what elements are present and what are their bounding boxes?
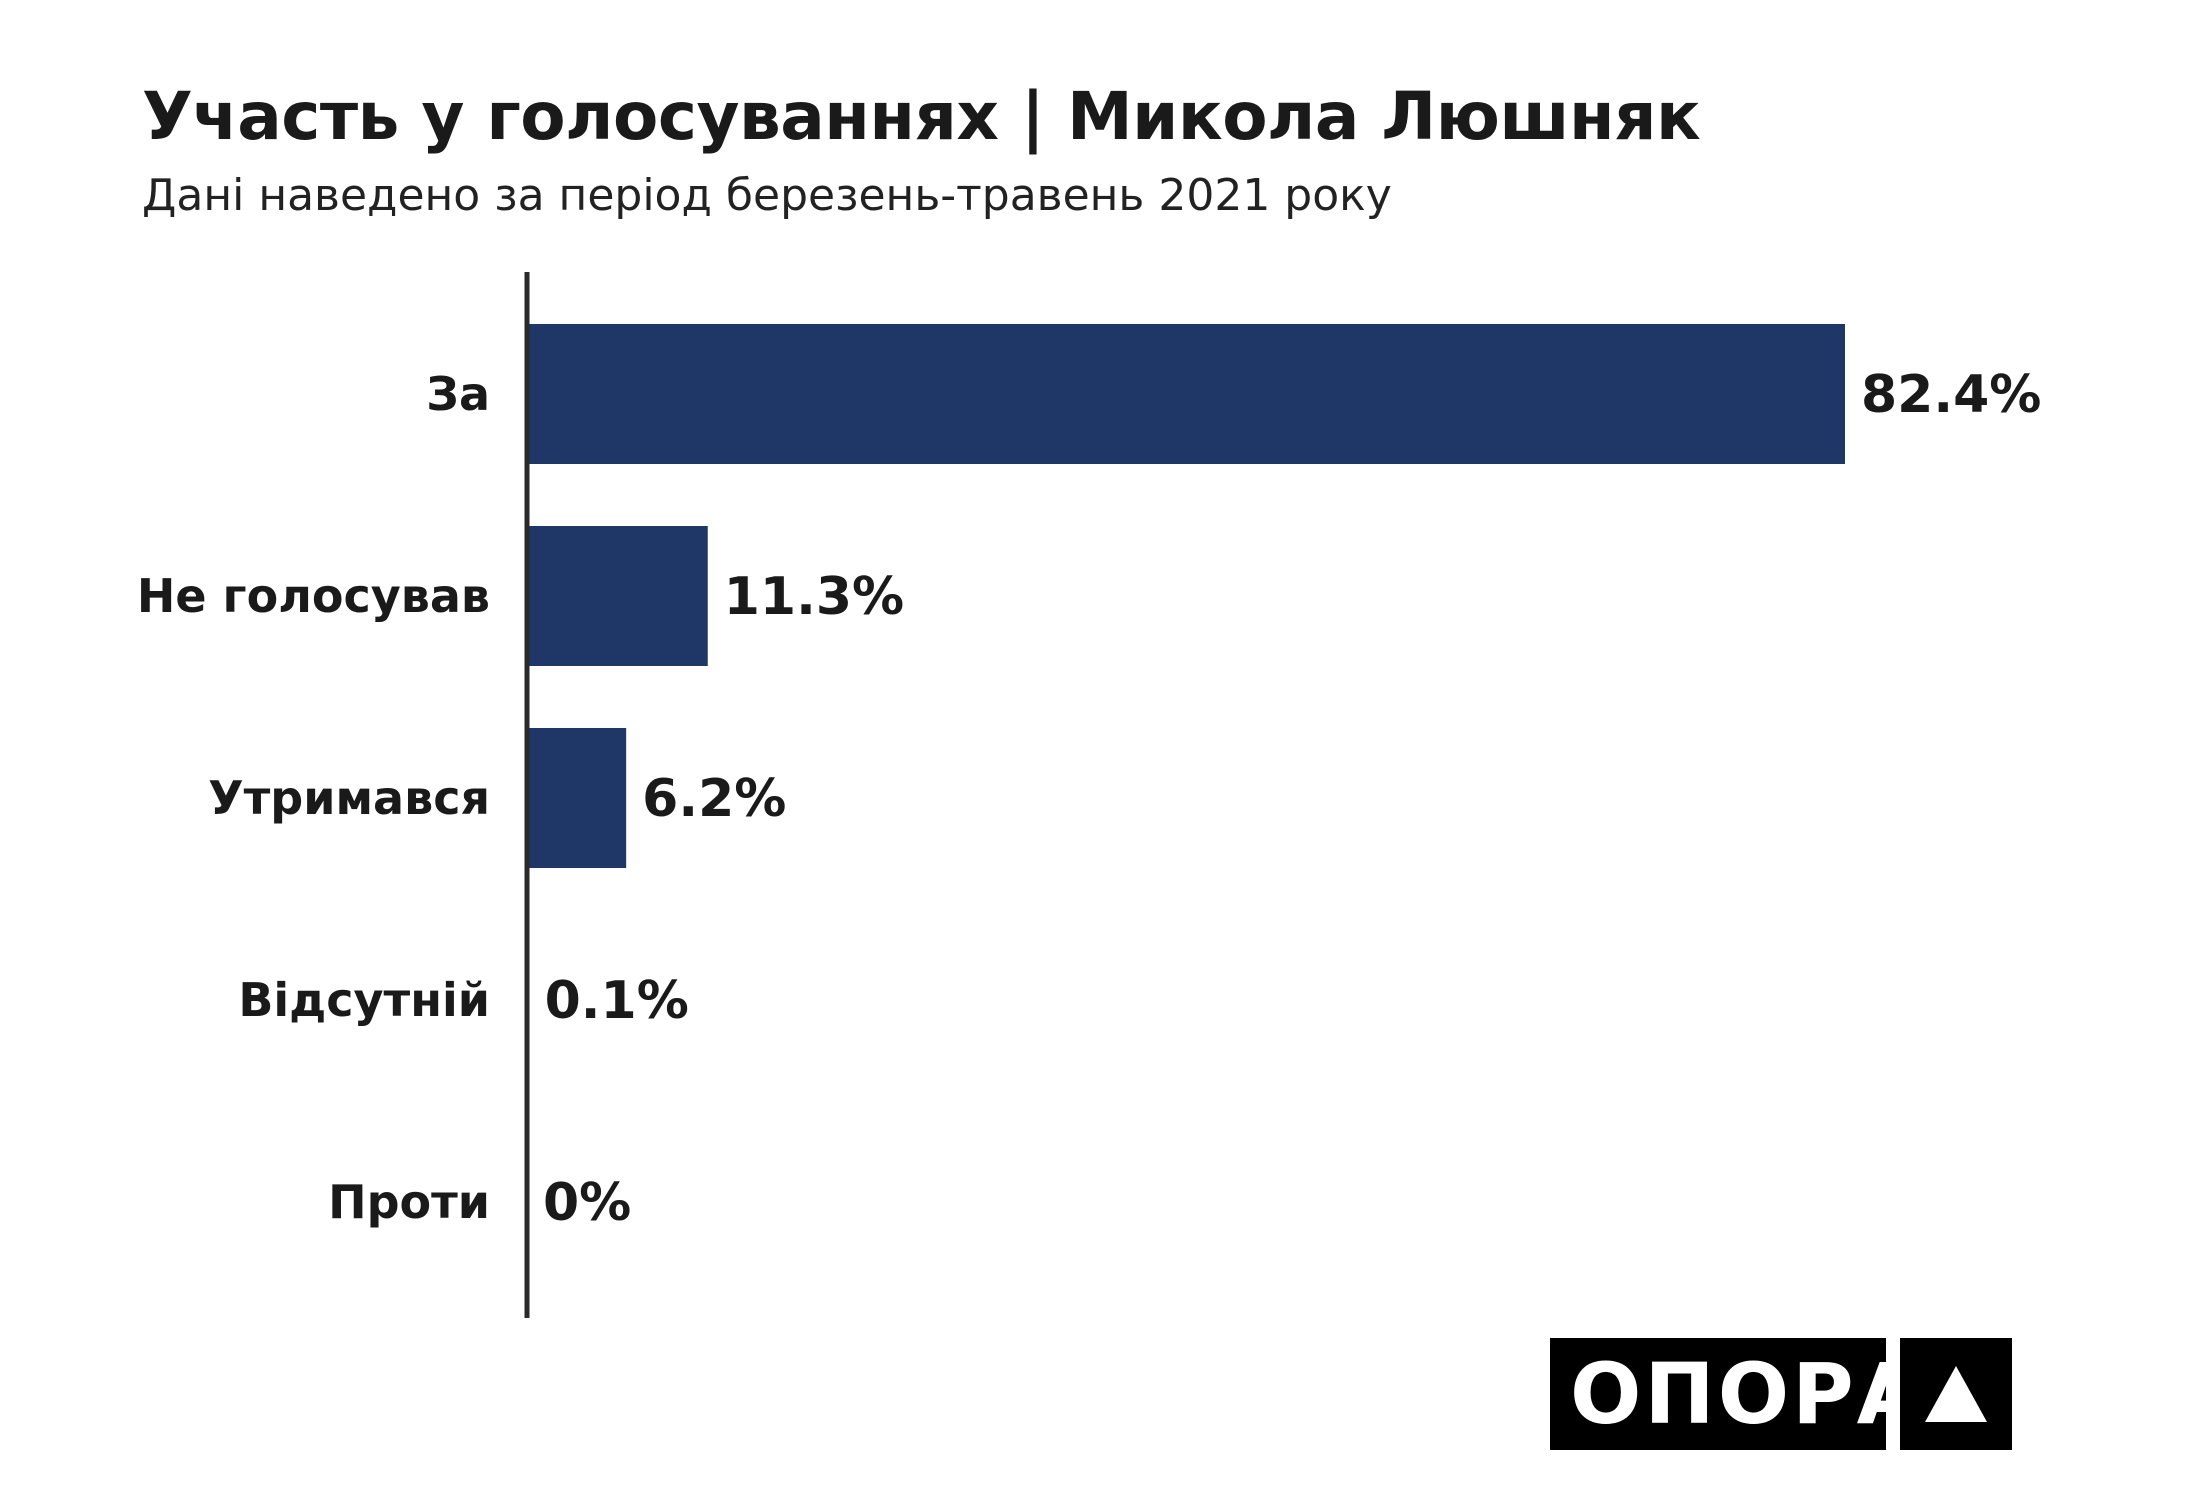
chart-title: Участь у голосуваннях | Микола Люшняк bbox=[142, 78, 1701, 155]
chart-subtitle: Дані наведено за період березень-травень… bbox=[142, 170, 1392, 221]
labels-layer: За 82.4% Не голосував 11.3% Утримався 6.2% Від… bbox=[137, 365, 2042, 1233]
bar-0 bbox=[527, 324, 1845, 464]
value-label-1: 11.3% bbox=[724, 567, 904, 627]
bars-layer bbox=[527, 324, 1845, 1070]
category-label-1: Не голосував bbox=[137, 569, 490, 623]
bar-2 bbox=[527, 728, 627, 868]
category-label-3: Відсутній bbox=[238, 973, 490, 1027]
value-label-0: 82.4% bbox=[1861, 365, 2041, 425]
category-label-4: Проти bbox=[328, 1175, 490, 1229]
value-label-2: 6.2% bbox=[642, 769, 786, 829]
category-label-2: Утримався bbox=[208, 771, 490, 825]
bar-1 bbox=[527, 526, 708, 666]
value-label-4: 0% bbox=[543, 1173, 631, 1233]
value-label-3: 0.1% bbox=[545, 971, 689, 1031]
opora-logo: ОПОРА bbox=[1550, 1338, 2012, 1450]
logo-wordmark: ОПОРА bbox=[1550, 1338, 1922, 1450]
category-label-0: За bbox=[426, 367, 490, 421]
triangle-up-icon bbox=[1900, 1338, 2012, 1450]
